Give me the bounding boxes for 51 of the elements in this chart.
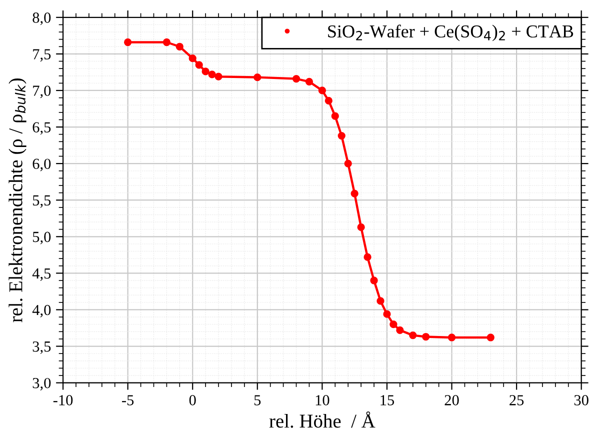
point xyxy=(383,310,391,318)
point xyxy=(422,332,430,341)
point xyxy=(214,72,222,80)
y-tick-label: 8,0 xyxy=(32,12,51,26)
x-axis-title: rel. Höhe / Å xyxy=(269,411,376,428)
x-tick-label: 25 xyxy=(510,395,524,406)
y-tick-label: 3,5 xyxy=(32,341,51,354)
x-tick-label: 15 xyxy=(380,395,394,406)
point xyxy=(396,326,404,334)
point xyxy=(350,190,358,198)
y-tick-label: 5,0 xyxy=(33,232,51,244)
point xyxy=(254,74,262,82)
point xyxy=(357,223,365,231)
y-tick-label: 3,0 xyxy=(32,378,51,390)
point xyxy=(162,38,171,46)
x-tick-label: 5 xyxy=(254,395,261,406)
point xyxy=(390,320,398,328)
point xyxy=(338,132,346,140)
y-axis-title: rel. Elektronendichte (ρ / ρ$_{bulk}$) xyxy=(8,78,26,322)
y-tick-label: 5,5 xyxy=(33,195,51,208)
x-tick-label: -5 xyxy=(122,395,134,406)
point xyxy=(324,96,332,105)
x-tick-label: 30 xyxy=(574,395,588,406)
y-tick-label: 7,0 xyxy=(33,86,51,98)
point xyxy=(305,78,314,86)
x-tick-label: 0 xyxy=(189,395,196,406)
point xyxy=(409,331,417,340)
y-tick-label: 6,5 xyxy=(32,122,51,135)
y-tick-label: 6,0 xyxy=(32,158,51,172)
point xyxy=(331,112,339,120)
point xyxy=(292,74,300,83)
point xyxy=(448,334,456,342)
point xyxy=(364,253,372,261)
x-tick-label: 10 xyxy=(316,395,330,406)
point xyxy=(376,297,384,305)
point xyxy=(208,70,216,78)
point xyxy=(124,38,132,46)
legend-label: SiO$_{2}$-Wafer + Ce(SO$_{4}$)$_{2}$ + CTAB xyxy=(328,24,574,42)
point xyxy=(486,334,494,342)
y-tick-label: 4,0 xyxy=(32,304,51,318)
point xyxy=(176,42,184,50)
point xyxy=(370,276,378,284)
point xyxy=(188,54,196,62)
point xyxy=(344,160,352,168)
y-tick-label: 4,5 xyxy=(32,268,51,281)
point xyxy=(202,68,210,76)
x-tick-label: 20 xyxy=(444,395,459,406)
point xyxy=(318,86,326,94)
y-tick-label: 7,5 xyxy=(33,49,51,62)
x-tick-label: -10 xyxy=(53,395,73,406)
point xyxy=(195,61,203,69)
